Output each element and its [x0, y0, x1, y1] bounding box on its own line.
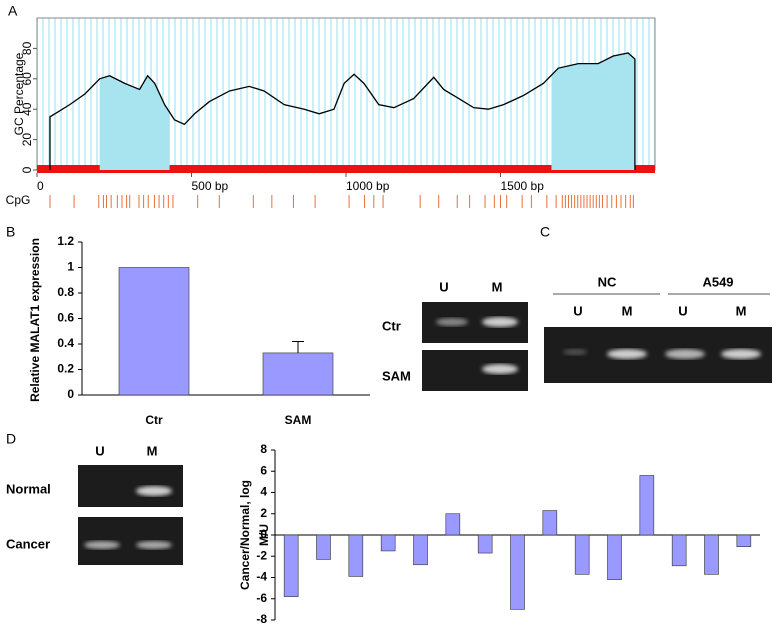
x-tick-label: 1000 bp	[346, 179, 390, 193]
gel-band	[136, 541, 172, 549]
panel-label: C	[540, 224, 550, 240]
y-tick-label: 2	[260, 506, 267, 520]
y-tick-label: 40	[20, 102, 34, 116]
cpg-label: CpG	[6, 193, 31, 207]
x-tick-label: 1500 bp	[501, 179, 545, 193]
cpg-island	[551, 52, 635, 170]
gel-band	[721, 349, 761, 359]
y-tick-label: -2	[256, 548, 267, 562]
gel-group: A549	[702, 274, 733, 289]
y-tick-label: 0.6	[57, 311, 74, 325]
gel	[78, 465, 183, 507]
gc-line	[49, 52, 636, 170]
panel-label: B	[6, 224, 15, 240]
y-tick-label: -6	[256, 591, 267, 605]
panel-label: D	[6, 431, 16, 447]
gel-band	[84, 541, 120, 549]
gel-column: M	[736, 303, 747, 318]
gel-row: Normal	[6, 481, 51, 496]
y-tick-label: 1	[67, 260, 74, 274]
gel-row: SAM	[382, 368, 411, 383]
gel-column: M	[622, 303, 633, 318]
bar	[316, 534, 331, 560]
y-axis-label: M/U	[257, 524, 271, 546]
y-tick-label: -8	[256, 612, 267, 626]
gel-band	[136, 486, 172, 496]
bar	[445, 513, 461, 536]
bar	[574, 534, 590, 575]
gel-column: M	[147, 443, 158, 458]
gel-column: U	[678, 303, 687, 318]
bar	[671, 534, 687, 567]
gel-band	[436, 318, 468, 326]
bar	[348, 534, 364, 577]
y-tick-label: 6	[260, 463, 267, 477]
bar	[380, 534, 396, 552]
y-axis-label: Relative MALAT1 expression	[28, 238, 42, 402]
x-tick-label: 500 bp	[192, 179, 229, 193]
y-tick-label: 8	[260, 442, 267, 456]
x-tick-label: SAM	[285, 413, 312, 427]
bar	[510, 534, 525, 610]
y-axis-label: Cancer/Normal, log	[238, 480, 252, 590]
bar	[283, 534, 299, 597]
y-axis-label: GC Percentage	[12, 52, 26, 135]
bar	[542, 510, 558, 536]
gel-band	[482, 364, 518, 374]
y-tick-label: 0	[260, 527, 267, 541]
gel-column: U	[573, 303, 582, 318]
y-tick-label: 80	[20, 41, 34, 55]
y-tick-label: 60	[20, 72, 34, 86]
bar	[477, 534, 493, 554]
y-tick-label: 0.8	[57, 285, 74, 299]
gel-band	[482, 317, 518, 327]
error-bar	[292, 340, 304, 353]
gel-row: Cancer	[6, 536, 50, 551]
gel-column: U	[439, 279, 448, 294]
y-tick-label: 0	[20, 166, 34, 173]
x-tick-label: 0	[37, 179, 44, 193]
gel-group: NC	[598, 274, 617, 289]
gel-column: U	[95, 443, 104, 458]
gel-band	[665, 349, 705, 359]
gel-row: Ctr	[382, 318, 401, 333]
y-tick-label: 1.2	[57, 234, 74, 248]
sequence-bar	[37, 165, 655, 173]
y-tick-label: 0.4	[57, 336, 74, 350]
bar	[118, 267, 190, 396]
bar	[639, 475, 655, 536]
bar	[607, 534, 622, 580]
bar	[704, 534, 719, 575]
gel-band	[607, 349, 647, 359]
bar	[736, 534, 752, 547]
bar	[262, 352, 334, 396]
y-tick-label: 4	[260, 485, 267, 499]
gel-column: M	[492, 279, 503, 294]
gel	[78, 517, 183, 565]
bar	[413, 534, 428, 566]
gel-band	[563, 349, 587, 355]
cpg-island	[99, 75, 170, 170]
y-tick-label: 20	[20, 133, 34, 147]
y-tick-label: -4	[256, 570, 267, 584]
y-tick-label: 0.2	[57, 362, 74, 376]
y-tick-label: 0	[67, 387, 74, 401]
panel-label: A	[8, 3, 18, 19]
x-tick-label: Ctr	[145, 413, 163, 427]
